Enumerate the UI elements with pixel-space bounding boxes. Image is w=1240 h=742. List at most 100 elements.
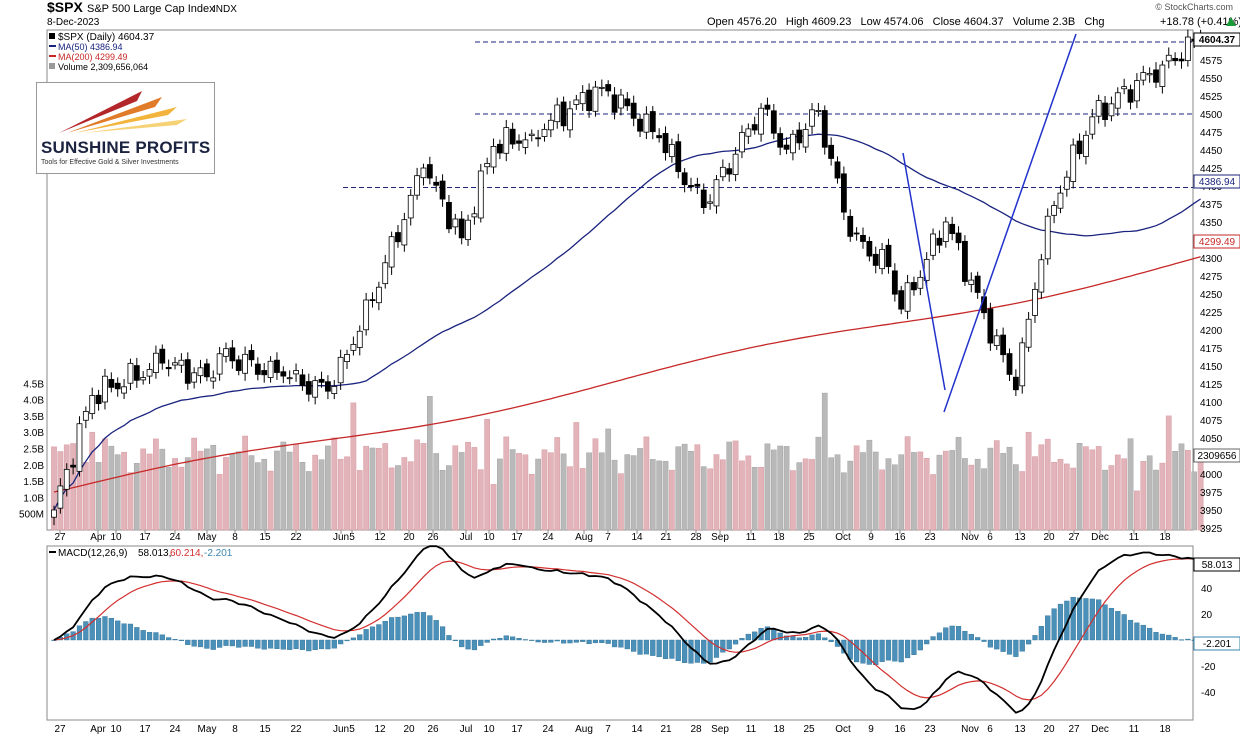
candle-body	[618, 94, 624, 109]
histogram-bar	[331, 639, 337, 649]
watermark: © StockCharts.com	[1155, 2, 1233, 12]
histogram-bar	[631, 639, 637, 652]
candle-body	[484, 163, 491, 168]
volume-bar	[95, 462, 102, 531]
candle-body	[586, 89, 592, 111]
hist-badge-box	[1193, 636, 1240, 651]
candle-body	[949, 223, 956, 234]
histogram-bar	[102, 616, 108, 641]
date-tick-label: 26	[427, 724, 439, 735]
candle-body	[1146, 73, 1153, 76]
date-tick-label: May	[198, 724, 217, 735]
macd-lines	[53, 545, 1201, 714]
volume-bar	[860, 452, 866, 531]
candle-body	[783, 144, 790, 150]
candle-body	[547, 119, 554, 131]
price-tick-label: 4500	[1200, 110, 1223, 121]
histogram-bar	[459, 639, 465, 648]
ma50-badge-box	[1193, 174, 1240, 189]
histogram-bar	[682, 639, 688, 663]
histogram-bar	[121, 623, 127, 641]
up-arrow-icon	[1226, 17, 1236, 26]
histogram-bar	[701, 639, 707, 664]
candle-body	[356, 330, 363, 348]
price-tick-label: 4175	[1200, 344, 1223, 355]
candle-body	[541, 128, 548, 137]
price-tick-label: 4100	[1200, 398, 1223, 409]
histogram-bar	[873, 639, 879, 666]
volume-bar	[1165, 415, 1172, 531]
volume-bar	[611, 459, 618, 531]
candle-body	[567, 108, 573, 131]
volume-bar	[350, 402, 357, 531]
downtrend-line	[902, 152, 946, 391]
volume-bar	[605, 428, 612, 531]
candle-body	[1127, 89, 1134, 103]
candle-body	[318, 378, 325, 383]
volume-bar	[1083, 446, 1089, 531]
candle-body	[974, 275, 981, 293]
logo-graphic	[59, 91, 187, 133]
volume-badge: 2309656	[1198, 451, 1237, 462]
volume-bar	[1063, 463, 1070, 531]
candle-body	[1057, 192, 1064, 209]
histogram-bar	[1032, 635, 1038, 641]
volume-bar	[197, 450, 204, 531]
histogram-bar	[1121, 614, 1127, 641]
histogram-bar	[127, 623, 134, 641]
candle-body	[866, 240, 873, 257]
histogram-bar	[707, 639, 713, 663]
histogram-bar	[1064, 600, 1070, 641]
ma50-line	[53, 133, 1201, 511]
logo-tagline: Tools for Effective Gold & Silver Invest…	[41, 159, 179, 166]
volume-bar	[898, 454, 905, 531]
date-tick-label: 16	[894, 532, 906, 543]
histogram-bar	[764, 626, 771, 641]
histogram-bar	[115, 620, 121, 641]
volume-bar	[669, 469, 675, 531]
histogram-bar	[465, 639, 471, 650]
candle-body	[1172, 58, 1179, 62]
histogram-bar	[223, 639, 229, 646]
histogram-bar	[484, 639, 490, 643]
volume-bar	[191, 437, 197, 531]
date-tick-label: 20	[1043, 532, 1055, 543]
histogram-bar	[1102, 604, 1108, 641]
histogram-bar	[350, 637, 356, 641]
histogram-bar	[312, 639, 318, 650]
candle-body	[853, 232, 860, 235]
legend-ma200: MA(200) 4299.49	[58, 52, 128, 62]
histogram-bar	[777, 632, 783, 641]
candle-body	[739, 132, 745, 153]
volume-bar	[1006, 446, 1013, 531]
volume-bar	[777, 445, 784, 531]
histogram-bar	[134, 627, 140, 641]
date-tick-label: 10	[110, 724, 122, 735]
date-tick-label: Aug	[575, 532, 593, 543]
candle-body	[694, 183, 701, 187]
volume-bar	[522, 454, 529, 531]
date-tick-label: 24	[169, 724, 181, 735]
candle-body	[305, 381, 312, 395]
volume-bar	[1172, 450, 1178, 531]
candle-body	[592, 86, 599, 112]
candle-body	[516, 140, 522, 144]
logo-word: SUNSHINE PROFITS	[41, 138, 211, 157]
legend-ma50: MA(50) 4386.94	[58, 42, 123, 52]
histogram-bar	[172, 639, 178, 641]
histogram-bar	[605, 639, 611, 644]
candle-body	[191, 372, 198, 383]
volume-bar	[407, 461, 414, 531]
histogram-bar	[1108, 608, 1115, 641]
candle-body	[70, 464, 77, 468]
candle-body	[751, 124, 758, 131]
date-tick-label: 23	[924, 724, 936, 735]
candle-body	[649, 111, 656, 133]
volume-bar	[204, 448, 210, 531]
volume-bar	[344, 456, 350, 531]
volume-bar	[815, 436, 822, 531]
histogram-bar	[981, 639, 987, 642]
histogram-bar	[338, 639, 344, 645]
volume-bar	[809, 459, 815, 531]
volume-bar	[76, 467, 83, 531]
